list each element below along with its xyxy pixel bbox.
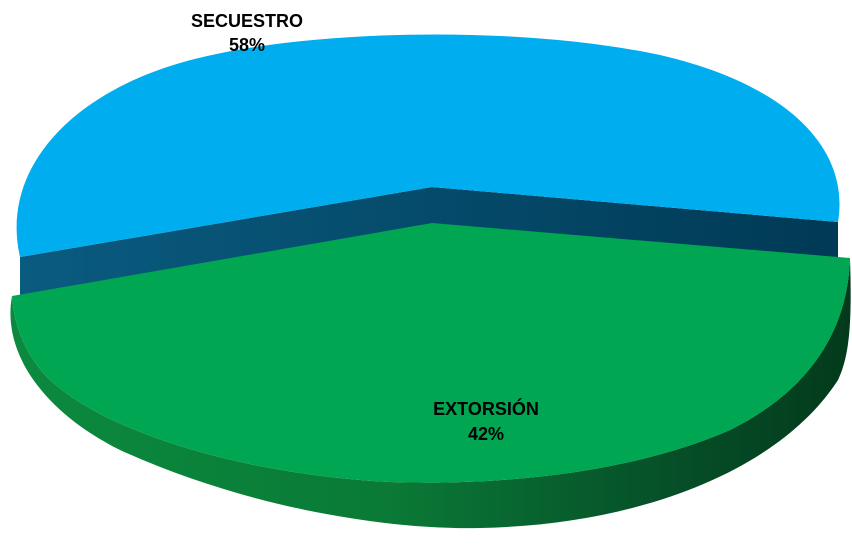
label-secuestro-value: 58% [229,35,265,55]
slice-extorsion [10,223,851,529]
data-label-secuestro: SECUESTRO 58% [191,11,303,55]
label-extorsion-value: 42% [468,424,504,444]
label-secuestro-name: SECUESTRO [191,11,303,31]
label-extorsion-name: EXTORSIÓN [433,398,539,419]
data-label-extorsion: EXTORSIÓN 42% [433,398,539,444]
slice-extorsion-top [12,223,850,483]
slice-secuestro-top [16,34,840,257]
slice-extorsion-side [10,258,851,529]
slice-secuestro [16,34,840,296]
slice-secuestro-side [20,187,838,296]
